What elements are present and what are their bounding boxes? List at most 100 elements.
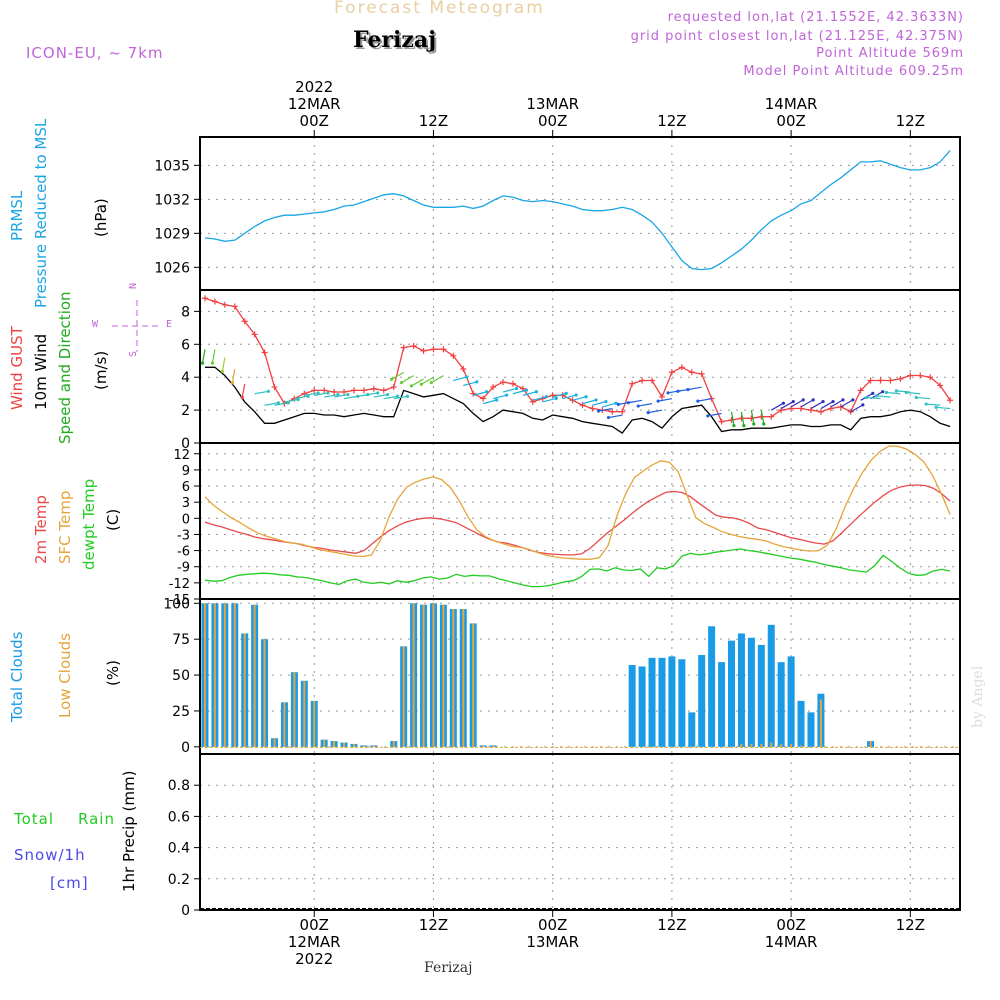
low-cloud-bar [412, 603, 415, 747]
time-label-top: 14MAR [765, 95, 818, 113]
y-tick-label: 3 [182, 496, 190, 511]
gust-marker [817, 408, 824, 415]
wind-arrow [241, 383, 246, 398]
wind-arrow [411, 378, 424, 387]
wind-arrow [658, 398, 672, 402]
total-cloud-bar [668, 656, 676, 747]
wind-arrow-head [386, 393, 390, 397]
wind-direction-label: Speed and Direction [56, 291, 74, 444]
wind-arrow [492, 394, 507, 400]
y-tick-label: 2 [181, 403, 190, 419]
wind-arrow-head [564, 391, 568, 396]
wind-arrow-head [821, 399, 825, 404]
low-cloud-bar [243, 633, 246, 747]
wind-arrow [284, 398, 299, 403]
precip-ylabel: 1hr Precip (mm) [120, 770, 138, 892]
gust-marker [390, 384, 397, 391]
total-cloud-bar [747, 637, 755, 747]
wind-arrow [926, 403, 941, 406]
wind-arrow-head [924, 402, 928, 406]
gust-marker [857, 387, 864, 394]
wind-arrow-head [686, 387, 690, 392]
compass-s: S [128, 350, 139, 357]
wind-arrow [463, 381, 477, 387]
wind-arrow-head [871, 391, 875, 395]
point-altitude: Point Altitude 569m [816, 46, 964, 61]
time-label-top: 12MAR [288, 95, 341, 113]
y-tick-label: 0.6 [168, 809, 190, 825]
y-tick-label: 50 [172, 668, 190, 684]
y-tick-label: 4 [181, 370, 190, 386]
low-cloud-bar [750, 743, 753, 747]
gust-marker [271, 384, 278, 391]
wind-arrow-head [210, 361, 215, 365]
footer-location: Ferizaj [424, 960, 473, 976]
wind-arrow-head [266, 389, 271, 393]
wind-arrow [740, 411, 745, 426]
y-tick-label: 1026 [154, 260, 190, 276]
time-label-bottom: 12Z [657, 916, 686, 934]
low-cloud-bar [362, 745, 365, 747]
wind-arrow [687, 386, 702, 391]
gust-marker [927, 374, 934, 381]
wind-arrow [221, 357, 226, 372]
wind-arrow [582, 399, 597, 405]
wind-arrow-head [220, 369, 225, 373]
wind-unit: (m/s) [92, 350, 110, 390]
wind-arrow [916, 396, 931, 400]
time-label-bottom: 00Z [300, 916, 329, 934]
wind-arrow [421, 376, 434, 385]
wind-arrow [820, 401, 834, 410]
temp-sfc-label: SFC Temp [56, 490, 74, 564]
low-cloud-bar [392, 741, 395, 747]
wind-arrow [876, 395, 891, 398]
wind-arrow [401, 375, 414, 384]
wind-arrow-head [514, 386, 519, 391]
gust-marker [400, 344, 407, 351]
gust-marker [887, 377, 894, 384]
wind-arrow-head [656, 399, 660, 403]
low-clouds-label: Low Clouds [56, 633, 74, 718]
low-cloud-bar [273, 738, 276, 747]
y-tick-label: 6 [181, 337, 190, 353]
wind-arrow-head [841, 398, 845, 402]
y-tick-label: 0.2 [168, 872, 190, 888]
total-cloud-bar [688, 712, 696, 747]
time-label-bottom: 00Z [776, 916, 805, 934]
compass-w: W [92, 319, 99, 330]
compass-n: N [128, 282, 139, 289]
low-cloud-bar [472, 623, 475, 747]
wind-arrow-head [606, 415, 611, 420]
wind-arrow-head [594, 398, 598, 402]
total-cloud-bar [628, 665, 636, 747]
gust-marker [350, 387, 357, 394]
wind-arrow [707, 412, 722, 417]
temp-dewpt-line [204, 548, 951, 588]
wind-arrow [638, 403, 653, 407]
wind-arrow-head [696, 399, 700, 403]
low-cloud-bar [760, 743, 763, 747]
gust-marker [718, 418, 725, 425]
time-label-bottom: 13MAR [526, 933, 579, 951]
wind-arrow-head [904, 390, 908, 395]
wind-arrow [906, 391, 921, 395]
wind-arrow [482, 399, 497, 405]
wind-arrow-head [465, 375, 469, 379]
wind-arrow [383, 395, 398, 400]
time-label-bottom: 2022 [295, 950, 333, 968]
wind-arrow-head [346, 393, 350, 397]
wind-arrow-head [884, 390, 889, 395]
wind-arrow [254, 390, 269, 395]
gust-marker [321, 387, 328, 394]
wind-arrow-head [554, 396, 558, 400]
low-cloud-bar [313, 700, 316, 747]
wind-arrow-head [861, 403, 865, 407]
gust-marker [370, 385, 377, 392]
total-cloud-bar [648, 657, 656, 747]
wind-arrow-head [781, 401, 785, 405]
gust-marker [867, 377, 874, 384]
low-cloud-bar [303, 680, 306, 747]
wind-arrow-head [584, 395, 588, 399]
time-label-bottom: 00Z [538, 916, 567, 934]
y-tick-label: 9 [182, 464, 190, 479]
